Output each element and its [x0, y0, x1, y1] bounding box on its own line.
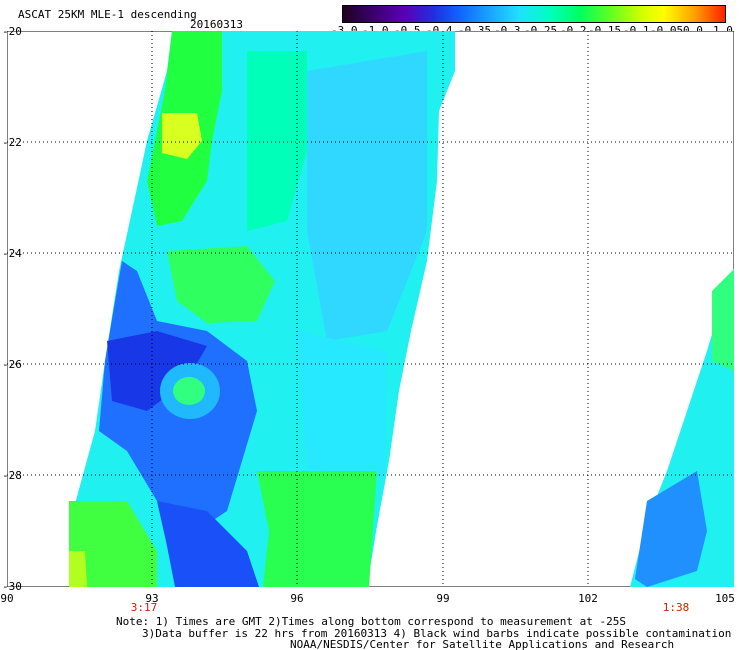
right-swath	[630, 269, 734, 587]
mid-green-patch	[167, 246, 275, 323]
swath-time-right: 1:38	[662, 601, 690, 614]
lon-tick: 102	[578, 592, 598, 605]
color-scale-bar	[342, 5, 726, 23]
yellow-green-corner	[69, 551, 87, 587]
swath-map	[7, 31, 734, 587]
lon-tick: 90	[0, 592, 14, 605]
lat-tick: -28	[2, 469, 22, 482]
right-swath-green	[712, 269, 734, 371]
yellow-patch	[162, 113, 202, 159]
light-blue-lower-right	[297, 331, 387, 501]
eye-center	[173, 377, 205, 405]
grid-lines	[7, 31, 734, 587]
lat-tick: -22	[2, 136, 22, 149]
aqua-streak	[247, 51, 307, 231]
footnote-line-1: Note: 1) Times are GMT 2)Times along bot…	[116, 615, 626, 628]
swath-time-left: 3:17	[130, 601, 158, 614]
left-swath	[69, 31, 455, 587]
lat-tick: -30	[2, 580, 22, 593]
deep-blue-core	[107, 331, 207, 411]
green-southeast	[257, 471, 377, 587]
lon-tick: 105	[715, 592, 735, 605]
lon-tick: 96	[290, 592, 304, 605]
right-swath-blue	[635, 471, 707, 587]
light-blue-right	[307, 51, 427, 341]
lat-tick: -20	[2, 25, 22, 38]
footnote-line-3: NOAA/NESDIS/Center for Satellite Applica…	[290, 638, 675, 650]
lat-tick: -26	[2, 358, 22, 371]
lat-tick: -24	[2, 247, 22, 260]
green-southwest	[69, 501, 157, 587]
footnote-line-2: 3)Data buffer is 22 hrs from 20160313 4)…	[142, 627, 732, 640]
lon-tick: 99	[436, 592, 450, 605]
blue-southern-tongue	[157, 501, 259, 587]
map-date: 20160313	[190, 18, 243, 31]
map-title: ASCAT 25KM MLE-1 descending	[18, 8, 197, 21]
lon-tick: 93	[145, 592, 159, 605]
